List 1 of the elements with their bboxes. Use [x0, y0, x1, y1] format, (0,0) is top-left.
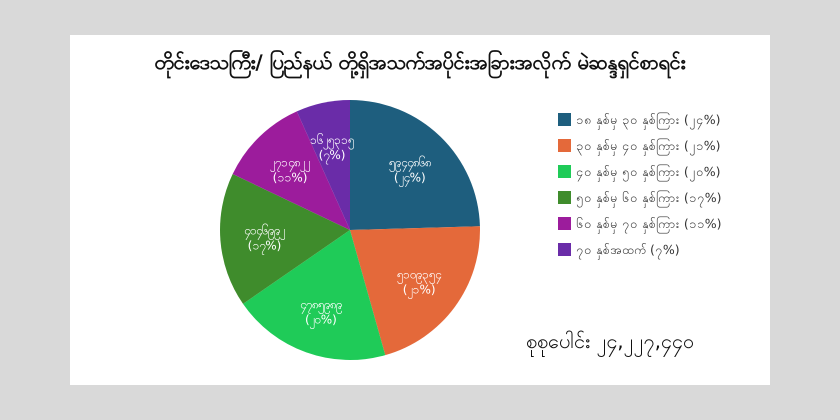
title: တိုင်းဒေသကြီး/ ပြည်နယ် တို့ရှိအသက်အပိုင်းအခြားအလိုက် မဲဆန္ဒရှင်စာရင်း	[70, 43, 770, 81]
